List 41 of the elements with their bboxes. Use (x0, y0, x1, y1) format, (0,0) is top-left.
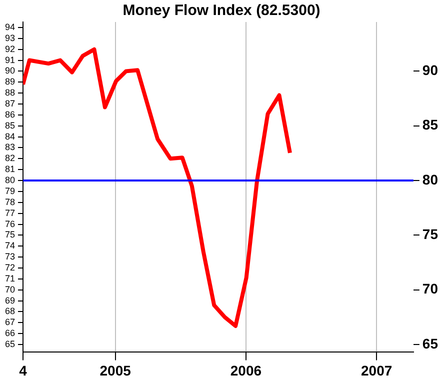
y-tick-label: 81 (4, 164, 16, 174)
y2-tick-label: 65 (422, 335, 438, 352)
x-tick-label: 4 (19, 362, 28, 378)
y-tick-label: 86 (4, 109, 16, 120)
y-tick-label: 69 (4, 295, 16, 306)
y-tick-label: 84 (4, 131, 16, 142)
y2-tick-label: 75 (422, 226, 438, 242)
y-tick-label: 71 (4, 273, 16, 284)
y-tick-label: 88 (4, 88, 16, 98)
y-tick-label: 83 (4, 142, 16, 152)
y-tick-label: 94 (4, 22, 16, 32)
y-tick-label: 73 (4, 252, 16, 262)
y-tick-label: 79 (4, 186, 16, 196)
y-tick-label: 76 (4, 218, 16, 229)
y-tick-label: 85 (4, 120, 16, 130)
y2-tick-label: 85 (422, 116, 438, 133)
y-tick-label: 65 (4, 339, 16, 350)
y-tick-label: 66 (4, 328, 16, 338)
y-tick-label: 67 (4, 317, 16, 328)
y-tick-label: 87 (4, 98, 16, 108)
chart-title: Money Flow Index (82.5300) (122, 2, 320, 20)
x-tick-label: 2005 (100, 362, 132, 378)
y-tick-label: 91 (4, 54, 16, 65)
y-tick-label: 92 (4, 44, 16, 54)
y-tick-label: 75 (4, 230, 16, 240)
y2-tick-label: 80 (422, 171, 438, 188)
x-tick-label: 2007 (360, 362, 392, 378)
y-tick-label: 82 (4, 153, 16, 164)
y-tick-label: 80 (4, 175, 16, 186)
y2-tick-label: 70 (422, 280, 438, 297)
y-tick-label: 90 (4, 66, 16, 76)
y-tick-label: 72 (4, 262, 16, 272)
y-tick-label: 93 (4, 32, 16, 43)
y-tick-label: 74 (4, 240, 16, 251)
y-tick-label: 78 (4, 196, 16, 207)
y-tick-label: 77 (4, 208, 16, 218)
x-tick-label: 2006 (230, 362, 262, 378)
y-tick-label: 89 (4, 76, 16, 87)
y-tick-label: 68 (4, 306, 16, 316)
y-tick-label: 70 (4, 284, 16, 294)
y2-tick-label: 90 (422, 62, 438, 78)
